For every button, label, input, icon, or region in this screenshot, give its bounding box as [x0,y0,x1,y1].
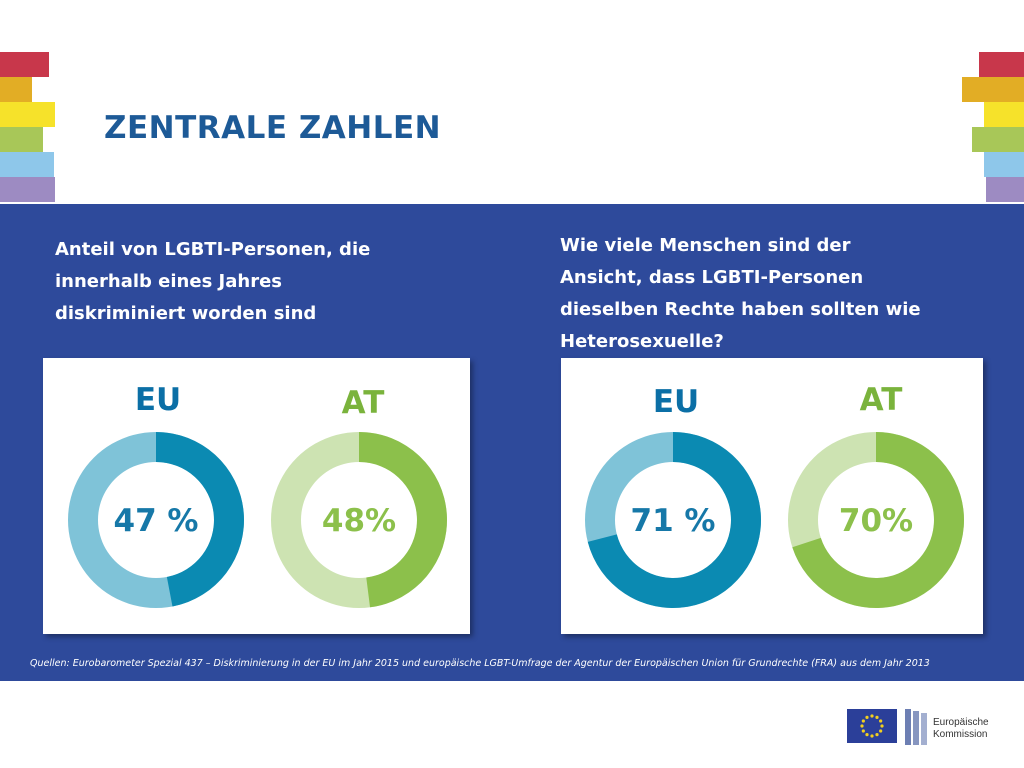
donut-segment-eu [587,432,761,608]
donut-segment-at [792,432,964,608]
question-right-line: dieselben Rechte haben sollten wie [560,299,921,320]
page-title: ZENTRALE ZAHLEN [104,110,442,146]
chart-panel-discrimination: EU 47 % AT 48% [43,358,470,634]
stripe [0,127,43,152]
flag-star [875,715,879,719]
flag-star [861,729,865,733]
stripe [0,52,49,77]
european-commission-logo: Europäische Kommission [847,705,1007,749]
question-left: Anteil von LGBTI-Personen, die innerhalb… [55,234,475,330]
donut-chart-discrimination: EU 47 % AT 48% [67,382,448,608]
percentage-label-at: 48% [322,503,396,539]
logo-text-line1: Europäische [933,717,989,728]
logo-text: Europäische Kommission [933,717,989,741]
stripe [984,152,1024,177]
flag-star [860,724,864,728]
stripe [979,52,1024,77]
flag-star [865,715,869,719]
stripe [0,102,55,127]
chart-panel-equal-rights: EU 71 % AT 70% [561,358,983,634]
percentage-label-at: 70% [839,503,913,539]
flag-star [880,724,884,728]
flag-star [865,733,869,737]
flag-star [870,734,874,738]
logo-text-line2: Kommission [933,729,988,740]
eu-flag-icon [847,709,897,743]
flag-star [861,719,865,723]
eu-stars-icon [860,714,884,738]
stripe [962,77,1024,102]
question-left-line: diskriminiert worden sind [55,303,317,324]
stripe [0,177,55,202]
question-left-line: Anteil von LGBTI-Personen, die [55,239,371,260]
question-right-line: Ansicht, dass LGBTI-Personen [560,267,864,288]
stripe [984,102,1024,127]
question-right-line: Wie viele Menschen sind der [560,235,851,256]
flag-star [879,729,883,733]
stripe [0,77,32,102]
question-right-line: Heterosexuelle? [560,331,724,352]
region-label-at: AT [342,385,385,421]
percentage-label-eu: 47 % [114,503,199,539]
donut-segment-at [359,432,448,608]
question-right: Wie viele Menschen sind der Ansicht, das… [560,230,1010,358]
region-label-eu: EU [653,384,699,420]
berlaymont-building-icon [905,709,927,745]
donut-segment-eu [156,432,245,607]
percentage-label-eu: 71 % [631,503,716,539]
flag-star [875,733,879,737]
flag-star [879,719,883,723]
region-label-at: AT [860,382,903,418]
stripe [972,127,1024,152]
donut-chart-equal-rights: EU 71 % AT 70% [584,382,964,608]
stripe [986,177,1024,202]
source-note: Quellen: Eurobarometer Spezial 437 – Dis… [30,658,930,669]
stripe [0,152,54,177]
region-label-eu: EU [135,382,181,418]
flag-star [870,714,874,718]
question-left-line: innerhalb eines Jahres [55,271,283,292]
